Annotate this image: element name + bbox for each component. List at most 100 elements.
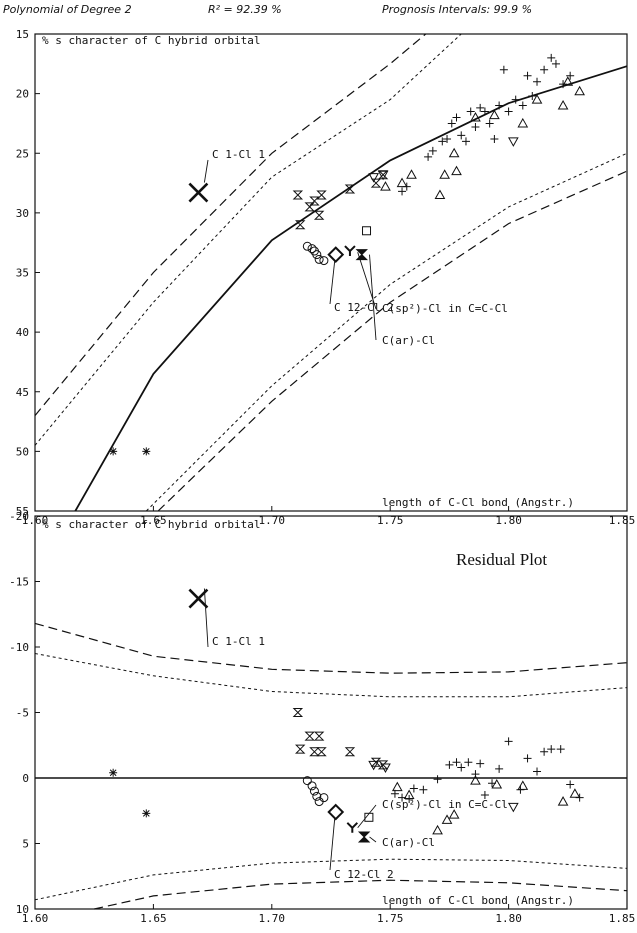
residual-plot-y-axis-label: % s character of C hybrid orbital	[42, 518, 261, 531]
fit-plot-point-circle	[314, 254, 324, 264]
residual-plot-point-hourglass	[304, 731, 315, 741]
residual-plot-point-plus	[495, 764, 504, 773]
fit-plot-point-circle	[302, 241, 312, 251]
fit-plot-point-plus	[533, 77, 542, 86]
residual-plot-point-plus	[405, 794, 414, 803]
residual-plot-point-triangle-up	[569, 788, 581, 798]
residual-plot-annotation-leader	[203, 588, 209, 648]
residual-plot-point-hourglass	[316, 747, 327, 757]
residual-plot-point-plus	[566, 780, 575, 789]
fit-plot-point-plus	[438, 137, 447, 146]
fit-plot-point-plus	[495, 101, 504, 110]
fit-plot-point-triangle-up	[451, 165, 462, 176]
residual-plot-annotation-leader	[329, 818, 336, 871]
fit-plot-point-plus	[480, 107, 489, 116]
fit-plot-point-plus	[528, 92, 537, 101]
fit-plot-frame	[34, 33, 628, 512]
fit-plot-point-plus	[566, 71, 575, 80]
residual-plot-x-tick-label: 1.75	[377, 912, 404, 925]
fit-plot-point-plus	[447, 119, 456, 128]
residual-plot-annotation: C 1-Cl 1	[212, 635, 265, 648]
residual-plot-frame	[34, 515, 628, 910]
residual-plot-point-triangle-up	[432, 824, 443, 835]
fit-plot-point-plus	[424, 152, 433, 161]
residual-plot-point-plus	[516, 785, 525, 794]
fit-plot-point-triangle-up	[574, 85, 585, 96]
fit-plot-point-hourglass	[316, 190, 327, 200]
residual-plot-point-plus	[419, 785, 428, 794]
fit-plot-point-diamond	[327, 246, 345, 264]
fit-plot-annotation-leader	[329, 260, 336, 305]
fit-plot-point-triangle-up	[470, 111, 481, 122]
residual-plot-point-triangle-up	[470, 775, 481, 785]
residual-plot-annotation: C 12-Cl 2	[334, 868, 394, 881]
fit-plot-annotation: C 12-Cl 2	[334, 301, 394, 314]
residual-plot-point-hourglass	[309, 747, 320, 757]
residual-plot-point-circle	[319, 793, 329, 803]
fit-plot-y-tick-label: 35	[16, 267, 29, 280]
fit-plot-point-plus	[402, 182, 411, 191]
residual-plot-y-tick-label: -10	[9, 641, 29, 654]
fit-plot-point-hourglass	[304, 202, 315, 212]
fit-plot-point-triangle-up	[557, 100, 569, 110]
residual-plot-outer-interval-lower	[94, 879, 628, 910]
fit-plot-x-tick-label: 1.80	[495, 514, 522, 527]
residual-plot-point-plus	[471, 770, 480, 779]
residual-plot-point-plus	[433, 775, 442, 784]
fit-plot-y-tick-label: 45	[16, 386, 29, 399]
residual-plot-point-circle	[309, 786, 319, 796]
residual-plot-annotation-leader	[357, 804, 377, 829]
prognosis-intervals-label: Prognosis Intervals: 99.9 %	[382, 3, 532, 16]
residual-plot-x-tick-label: 1.80	[495, 912, 522, 925]
fit-plot-point-triangle-down	[507, 137, 519, 147]
residual-plot-point-plus	[523, 754, 532, 763]
residual-plot-point-triangle-up	[557, 796, 569, 806]
residual-plot-point-hourglass	[313, 731, 325, 741]
fit-plot-y-tick-label: 20	[16, 88, 29, 101]
residual-plot-point-asterisk	[109, 768, 118, 777]
residual-plot-y-tick-label: -20	[9, 510, 29, 523]
fit-plot-point-plus	[461, 137, 470, 146]
fit-plot-point-y	[344, 245, 356, 257]
fit-plot-point-hourglass	[292, 190, 304, 200]
fit-plot-inner-interval-upper	[34, 33, 462, 446]
fit-plot-point-plus	[457, 131, 466, 140]
residual-plot-point-y	[346, 822, 359, 833]
residual-plot-point-triangle-down	[507, 802, 519, 813]
residual-plot-point-plus	[533, 767, 542, 776]
residual-plot-annotation: C(ar)-Cl	[382, 836, 435, 849]
fit-plot-point-plus	[540, 65, 549, 74]
residual-plot-point-plus	[452, 758, 461, 767]
residual-plot-point-triangle-down	[380, 763, 391, 774]
fit-plot-point-plus	[511, 95, 520, 104]
fit-plot-annotation-leader	[203, 159, 209, 183]
residual-plot-y-tick-label: 0	[22, 772, 29, 785]
fit-plot-y-tick-label: 40	[16, 326, 29, 339]
residual-plot-point-triangle-up	[448, 809, 460, 819]
fit-plot-x-tick-label: 1.75	[377, 514, 404, 527]
residual-plot-point-plus	[390, 789, 399, 798]
residual-plot-point-plus	[504, 737, 513, 746]
fit-plot-point-plus	[518, 101, 527, 110]
residual-plot-annotation-leader	[369, 836, 377, 843]
fit-plot-point-hourglass	[309, 196, 320, 206]
residual-plot-point-triangle-up	[491, 779, 503, 789]
residual-plot-y-tick-label: 5	[22, 838, 29, 851]
residual-plot-x-tick-label: 1.85	[609, 912, 636, 925]
residual-plot-point-bowtie	[357, 831, 371, 843]
fit-plot-point-plus	[466, 107, 475, 116]
fit-plot-annotation-leader	[369, 254, 377, 341]
fit-plot-point-plus	[471, 123, 480, 132]
residual-plot-x-tick-label: 1.60	[22, 912, 49, 925]
fit-plot-point-plus	[428, 146, 437, 155]
residual-plot-y-tick-label: 10	[16, 903, 29, 916]
residual-plot-title: Residual Plot	[456, 550, 547, 569]
fit-plot-y-tick-label: 30	[16, 207, 29, 220]
residual-plot-point-plus	[476, 759, 485, 768]
fit-plot-fit-curve	[74, 65, 628, 512]
fit-plot-point-triangle-up	[396, 177, 408, 188]
fit-plot-point-circle	[312, 250, 322, 260]
fit-plot-annotation: C 1-Cl 1	[212, 148, 265, 161]
residual-plot-point-circle	[312, 791, 322, 801]
